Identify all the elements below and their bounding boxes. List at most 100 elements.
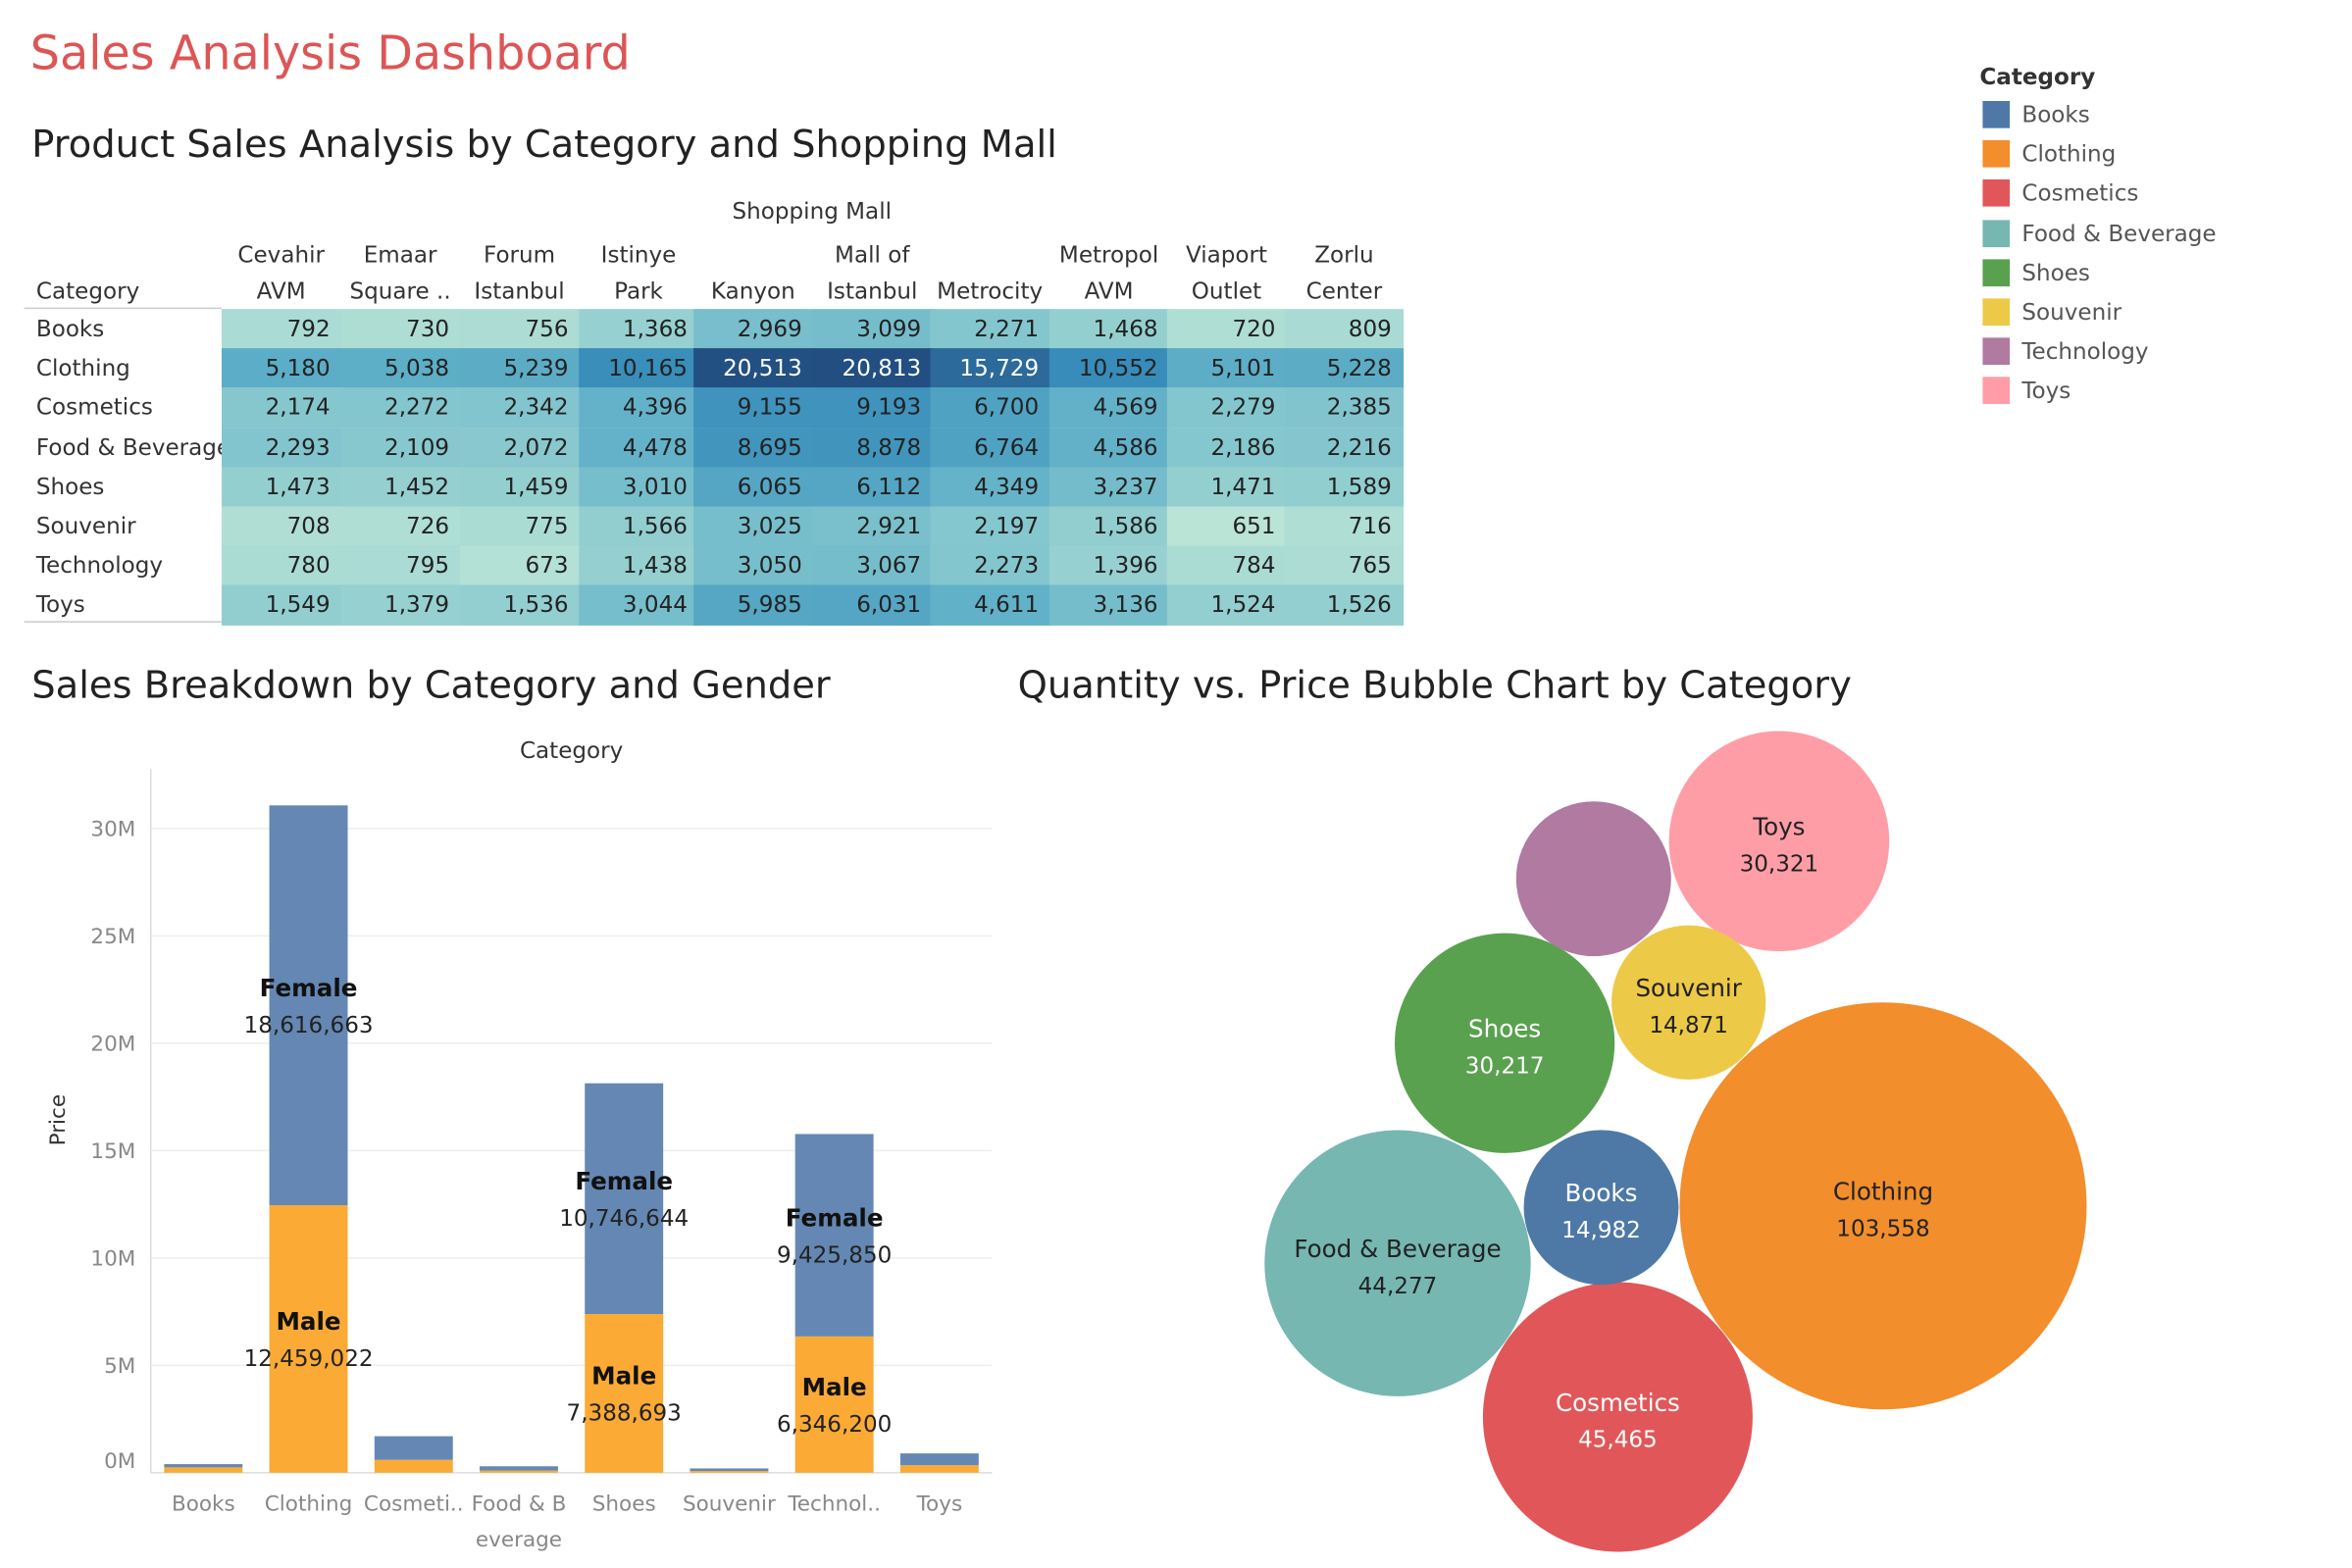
heatmap-cell[interactable]: 4,611 bbox=[930, 585, 1051, 627]
heatmap-cell[interactable]: 1,438 bbox=[579, 545, 700, 586]
bar-segment-female[interactable] bbox=[899, 1453, 979, 1466]
heatmap-cell[interactable]: 8,695 bbox=[693, 427, 815, 468]
heatmap-cell[interactable]: 2,279 bbox=[1166, 387, 1288, 429]
heatmap-cell[interactable]: 20,513 bbox=[693, 348, 815, 389]
heatmap-cell[interactable]: 8,878 bbox=[812, 427, 934, 468]
bar-segment-female[interactable] bbox=[480, 1466, 558, 1471]
heatmap-cell[interactable]: 775 bbox=[459, 506, 581, 547]
heatmap-cell[interactable]: 809 bbox=[1284, 309, 1405, 350]
heatmap-cell[interactable]: 795 bbox=[340, 545, 462, 586]
heatmap-cell[interactable]: 1,368 bbox=[579, 309, 700, 350]
heatmap-cell[interactable]: 720 bbox=[1166, 309, 1288, 350]
heatmap-cell[interactable]: 2,969 bbox=[693, 309, 815, 350]
heatmap-cell[interactable]: 5,101 bbox=[1166, 348, 1288, 389]
heatmap-cell[interactable]: 673 bbox=[459, 545, 581, 586]
heatmap-cell[interactable]: 780 bbox=[221, 545, 342, 586]
heatmap-cell[interactable]: 1,379 bbox=[340, 585, 462, 627]
heatmap-cell[interactable]: 5,228 bbox=[1284, 348, 1405, 389]
heatmap-cell[interactable]: 6,112 bbox=[812, 467, 934, 508]
bubble-souvenir[interactable] bbox=[1611, 925, 1766, 1080]
heatmap-cell[interactable]: 2,273 bbox=[930, 545, 1051, 586]
heatmap-cell[interactable]: 2,271 bbox=[930, 309, 1051, 350]
heatmap-cell[interactable]: 765 bbox=[1284, 545, 1405, 586]
heatmap-cell[interactable]: 792 bbox=[221, 309, 342, 350]
heatmap-cell[interactable]: 1,468 bbox=[1048, 309, 1170, 350]
heatmap-cell[interactable]: 1,589 bbox=[1284, 467, 1405, 508]
bar-segment-male[interactable] bbox=[899, 1465, 979, 1473]
heatmap-cell[interactable]: 2,186 bbox=[1166, 427, 1288, 468]
heatmap-cell[interactable]: 3,010 bbox=[579, 467, 700, 508]
heatmap-cell[interactable]: 2,385 bbox=[1284, 387, 1405, 429]
bar-segment-female[interactable] bbox=[269, 805, 348, 1206]
heatmap-cell[interactable]: 1,473 bbox=[221, 467, 342, 508]
heatmap-cell[interactable]: 5,985 bbox=[693, 585, 815, 627]
heatmap-cell[interactable]: 2,293 bbox=[221, 427, 342, 468]
heatmap-cell[interactable]: 2,109 bbox=[340, 427, 462, 468]
heatmap-cell[interactable]: 2,921 bbox=[812, 506, 934, 547]
heatmap-cell[interactable]: 4,349 bbox=[930, 467, 1051, 508]
heatmap-cell[interactable]: 5,180 bbox=[221, 348, 342, 389]
bar-segment-male[interactable] bbox=[374, 1459, 453, 1473]
heatmap-cell[interactable]: 3,237 bbox=[1048, 467, 1170, 508]
bar-segment-male[interactable] bbox=[794, 1336, 874, 1473]
heatmap-cell[interactable]: 1,526 bbox=[1284, 585, 1405, 627]
heatmap-cell[interactable]: 2,197 bbox=[930, 506, 1051, 547]
heatmap-cell[interactable]: 3,050 bbox=[693, 545, 815, 586]
heatmap-cell[interactable]: 1,566 bbox=[579, 506, 700, 547]
heatmap-cell[interactable]: 4,586 bbox=[1048, 427, 1170, 468]
heatmap-cell[interactable]: 651 bbox=[1166, 506, 1288, 547]
heatmap-cell[interactable]: 9,155 bbox=[693, 387, 815, 429]
heatmap-cell[interactable]: 726 bbox=[340, 506, 462, 547]
bar-segment-female[interactable] bbox=[794, 1134, 874, 1337]
heatmap-cell[interactable]: 1,471 bbox=[1166, 467, 1288, 508]
heatmap-cell[interactable]: 3,025 bbox=[693, 506, 815, 547]
bar-segment-male[interactable] bbox=[585, 1314, 664, 1473]
heatmap-cell[interactable]: 1,459 bbox=[459, 467, 581, 508]
bar-segment-male[interactable] bbox=[164, 1467, 243, 1473]
heatmap-cell[interactable]: 1,524 bbox=[1166, 585, 1288, 627]
heatmap-cell[interactable]: 2,342 bbox=[459, 387, 581, 429]
heatmap-cell[interactable]: 4,569 bbox=[1048, 387, 1170, 429]
heatmap-cell[interactable]: 3,099 bbox=[812, 309, 934, 350]
heatmap-cell[interactable]: 1,549 bbox=[221, 585, 342, 627]
heatmap-cell[interactable]: 3,044 bbox=[579, 585, 700, 627]
heatmap-cell[interactable]: 2,216 bbox=[1284, 427, 1405, 468]
bar-segment-female[interactable] bbox=[164, 1464, 243, 1468]
heatmap-cell[interactable]: 5,038 bbox=[340, 348, 462, 389]
bar-segment-female[interactable] bbox=[374, 1436, 453, 1460]
bar-segment-female[interactable] bbox=[585, 1083, 664, 1315]
heatmap-cell[interactable]: 708 bbox=[221, 506, 342, 547]
bar-segment-male[interactable] bbox=[269, 1205, 348, 1473]
bar-segment-male[interactable] bbox=[690, 1471, 769, 1473]
bubble-food-beverage[interactable] bbox=[1264, 1130, 1531, 1396]
heatmap-cell[interactable]: 6,031 bbox=[812, 585, 934, 627]
heatmap-cell[interactable]: 10,165 bbox=[579, 348, 700, 389]
bar-segment-male[interactable] bbox=[480, 1470, 558, 1473]
bubble-technology[interactable] bbox=[1515, 801, 1671, 957]
heatmap-cell[interactable]: 1,396 bbox=[1048, 545, 1170, 586]
heatmap-cell[interactable]: 1,586 bbox=[1048, 506, 1170, 547]
heatmap-cell[interactable]: 3,067 bbox=[812, 545, 934, 586]
heatmap-cell[interactable]: 756 bbox=[459, 309, 581, 350]
bubble-clothing[interactable] bbox=[1679, 1002, 2087, 1410]
heatmap-cell[interactable]: 730 bbox=[340, 309, 462, 350]
heatmap-cell[interactable]: 1,536 bbox=[459, 585, 581, 627]
heatmap-cell[interactable]: 784 bbox=[1166, 545, 1288, 586]
bar-segment-female[interactable] bbox=[690, 1468, 769, 1472]
bubble-shoes[interactable] bbox=[1395, 933, 1615, 1153]
heatmap-cell[interactable]: 4,478 bbox=[579, 427, 700, 468]
heatmap-cell[interactable]: 1,452 bbox=[340, 467, 462, 508]
bubble-books[interactable] bbox=[1523, 1130, 1679, 1286]
heatmap-cell[interactable]: 9,193 bbox=[812, 387, 934, 429]
heatmap-cell[interactable]: 6,700 bbox=[930, 387, 1051, 429]
heatmap-cell[interactable]: 2,072 bbox=[459, 427, 581, 468]
heatmap-cell[interactable]: 2,174 bbox=[221, 387, 342, 429]
heatmap-cell[interactable]: 6,065 bbox=[693, 467, 815, 508]
heatmap-cell[interactable]: 10,552 bbox=[1048, 348, 1170, 389]
heatmap-cell[interactable]: 5,239 bbox=[459, 348, 581, 389]
heatmap-cell[interactable]: 15,729 bbox=[930, 348, 1051, 389]
bubble-toys[interactable] bbox=[1668, 731, 1890, 952]
bubble-cosmetics[interactable] bbox=[1482, 1282, 1753, 1552]
heatmap-cell[interactable]: 3,136 bbox=[1048, 585, 1170, 627]
heatmap-cell[interactable]: 6,764 bbox=[930, 427, 1051, 468]
